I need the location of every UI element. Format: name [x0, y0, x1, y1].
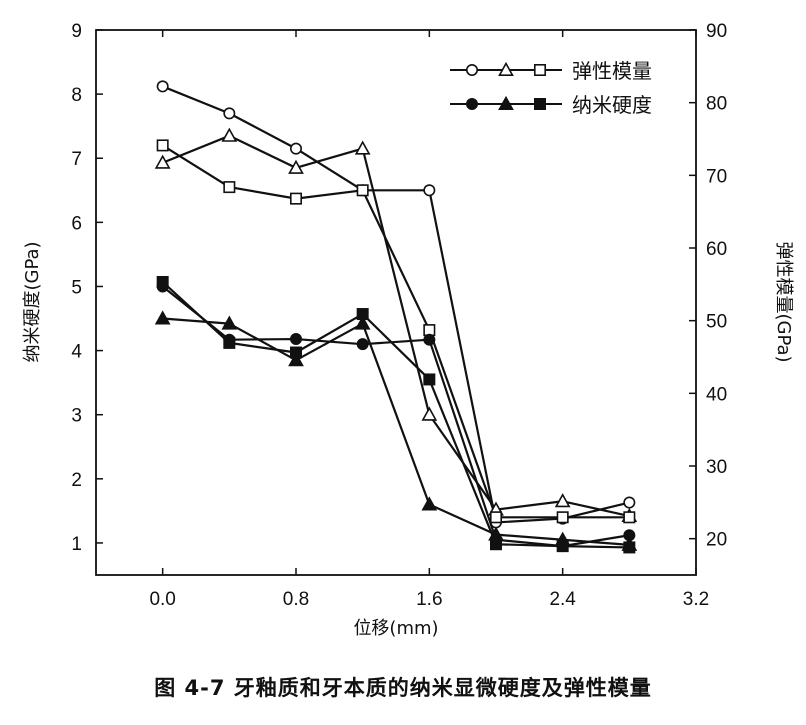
- data-point-series-2: [289, 192, 302, 205]
- y-left-tick-label: 3: [71, 406, 82, 427]
- y-axis-left-title: 纳米硬度(GPa): [22, 241, 43, 362]
- series-line-5: [161, 281, 630, 549]
- y-right-tick-label: 60: [706, 239, 727, 260]
- data-point-series-2: [623, 511, 636, 524]
- data-point-series-5: [356, 308, 369, 321]
- data-point-series-0: [423, 184, 436, 197]
- data-point-series-4: [288, 352, 304, 367]
- y-left-tick-label: 9: [71, 21, 82, 42]
- plot-frame: [95, 29, 697, 576]
- data-point-series-5: [556, 540, 569, 553]
- x-tick-label: 3.2: [683, 589, 709, 610]
- x-tick-label: 2.4: [549, 589, 576, 610]
- series-line-4: [162, 317, 630, 546]
- y-right-tick-label: 30: [706, 457, 727, 478]
- x-tick-label: 0.8: [283, 589, 309, 610]
- data-point-series-5: [156, 275, 169, 288]
- y-left-tick-label: 8: [71, 85, 82, 106]
- data-point-series-2: [223, 181, 236, 194]
- legend: 弹性模量 纳米硬度: [450, 59, 652, 117]
- data-point-series-0: [156, 80, 169, 93]
- y-right-tick-label: 40: [706, 384, 727, 405]
- data-point-series-5: [489, 538, 502, 551]
- legend-row-nano-hardness: [450, 95, 562, 111]
- x-tick-label: 0.0: [149, 589, 175, 610]
- legend-marker: [498, 95, 514, 110]
- x-tick-label: 1.6: [416, 589, 442, 610]
- y-right-tick-label: 70: [706, 166, 727, 187]
- figure-caption: 图 4-7 牙釉质和牙本质的纳米显微硬度及弹性模量: [154, 676, 652, 700]
- data-point-series-0: [623, 496, 636, 509]
- legend-marker: [533, 98, 546, 111]
- y-left-tick-label: 4: [71, 342, 82, 363]
- axes-ticks: [96, 29, 697, 575]
- data-point-series-1: [288, 159, 304, 174]
- data-point-series-4: [354, 315, 371, 330]
- legend-marker: [498, 61, 514, 76]
- data-point-series-4: [154, 310, 171, 325]
- data-point-series-1: [421, 406, 438, 421]
- series-line-2: [162, 144, 630, 519]
- y-right-tick-label: 90: [706, 21, 727, 42]
- data-point-series-1: [221, 127, 238, 142]
- legend-label-elastic-modulus: 弹性模量: [572, 59, 652, 83]
- y-axis-right-title: 弹性模量(GPa): [773, 241, 794, 362]
- data-point-series-3: [289, 333, 302, 346]
- series-line-1: [162, 134, 630, 518]
- series-line-0: [162, 85, 630, 524]
- data-point-series-4: [421, 496, 438, 511]
- legend-row-elastic-modulus: [450, 61, 562, 77]
- data-point-series-0: [289, 142, 302, 155]
- data-point-series-2: [156, 139, 169, 152]
- x-axis-title: 位移(mm): [353, 618, 438, 639]
- legend-marker: [465, 64, 478, 77]
- data-point-series-1: [354, 140, 371, 155]
- chart-canvas: 0.0 0.8 1.6 2.4 3.2 1 2 3 4 5 6 7 8 9 20 30 40 50 60 70 80 90…: [22, 21, 794, 639]
- legend-label-nano-hardness: 纳米硬度: [572, 93, 652, 117]
- legend-marker: [465, 98, 478, 111]
- data-point-series-1: [154, 154, 171, 169]
- y-left-tick-label: 2: [71, 470, 82, 491]
- data-point-series-5: [289, 346, 302, 359]
- y-left-tick-label: 5: [71, 277, 82, 298]
- data-point-series-5: [223, 336, 236, 349]
- y-right-tick-label: 50: [706, 312, 727, 333]
- data-point-series-2: [356, 184, 369, 197]
- data-point-series-4: [221, 315, 238, 330]
- y-right-tick-label: 20: [706, 530, 727, 551]
- legend-marker: [533, 64, 546, 77]
- data-point-series-3: [356, 338, 369, 351]
- data-point-series-2: [556, 511, 569, 524]
- series-lines: [161, 85, 630, 549]
- data-point-series-3: [423, 333, 436, 346]
- data-point-series-5: [623, 541, 636, 554]
- y-left-tick-label: 6: [71, 213, 82, 234]
- y-right-tick-label: 80: [706, 94, 727, 115]
- y-left-tick-label: 7: [71, 149, 82, 170]
- y-left-tick-label: 1: [71, 534, 82, 555]
- data-point-series-5: [423, 373, 436, 386]
- data-point-series-1: [554, 493, 571, 508]
- axes-tick-labels: 0.0 0.8 1.6 2.4 3.2 1 2 3 4 5 6 7 8 9 20 30 40 50 60 70 80 90: [71, 21, 727, 610]
- data-point-series-2: [489, 511, 502, 524]
- data-point-series-0: [223, 107, 236, 120]
- series-markers: [154, 80, 638, 554]
